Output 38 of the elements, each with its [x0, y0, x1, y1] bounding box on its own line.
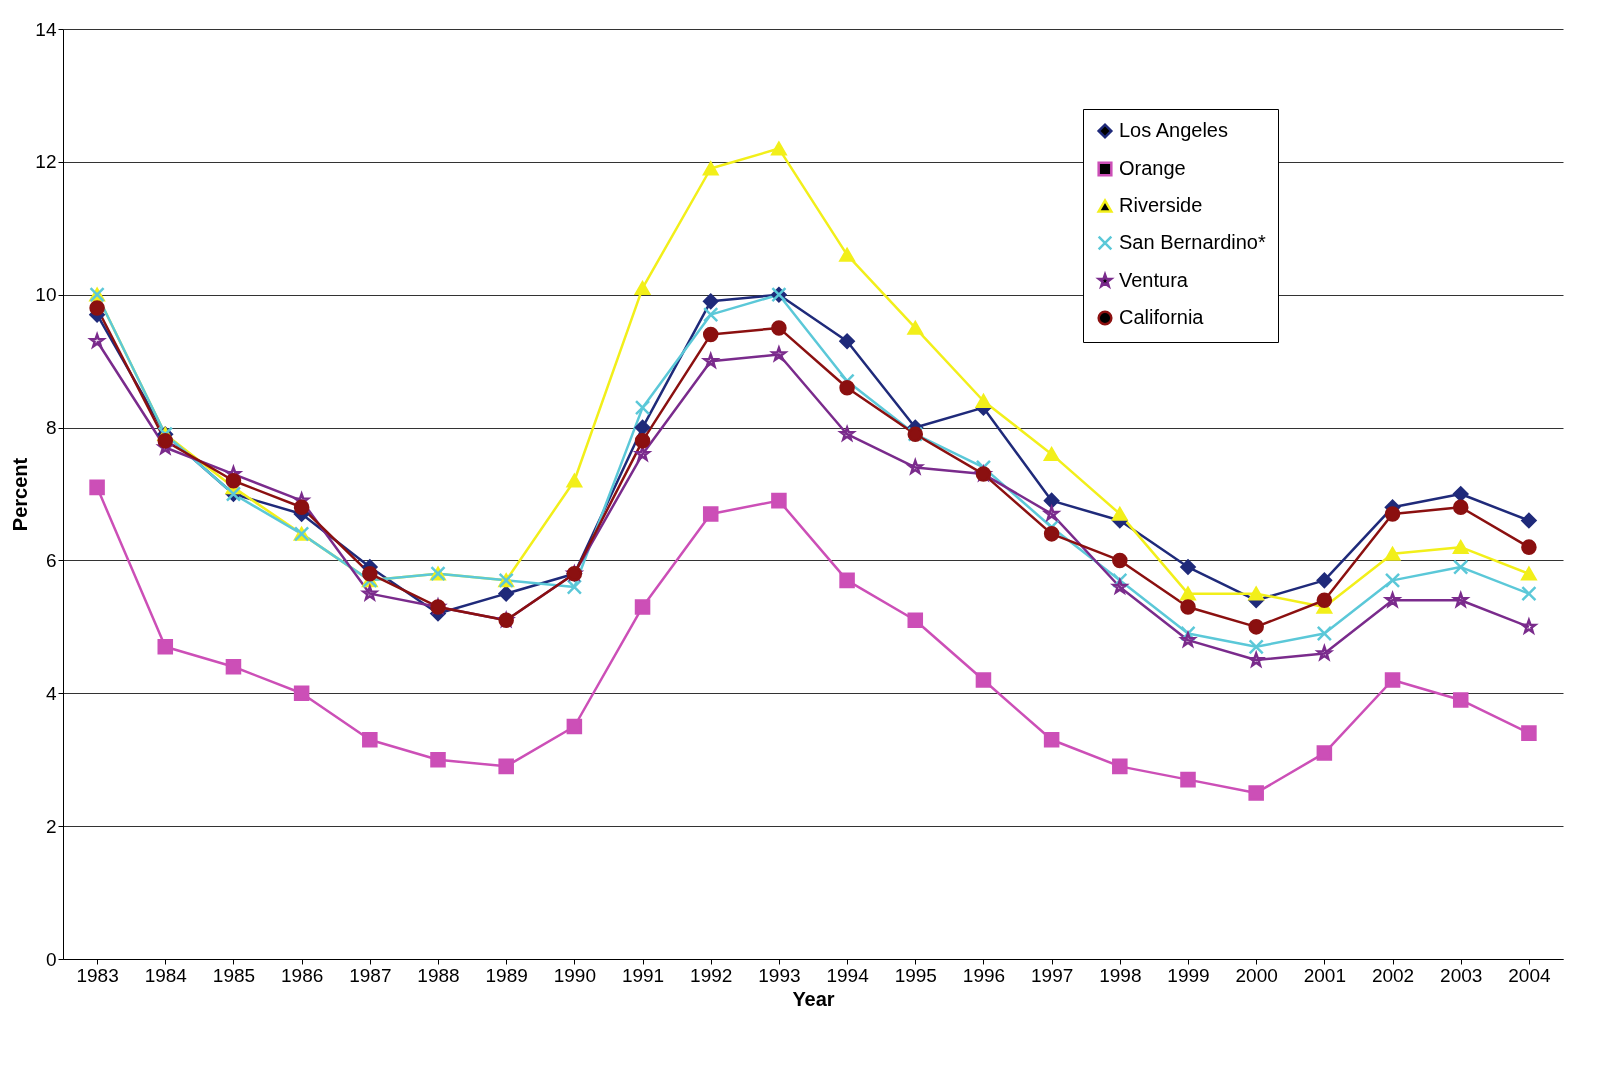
y-tick-label: 4 [45, 682, 57, 704]
y-tick-label: 2 [45, 815, 57, 837]
legend-label: Riverside [1119, 194, 1203, 216]
y-tick-label: 12 [35, 151, 57, 173]
x-tick-label: 2000 [1235, 964, 1278, 986]
x-tick-label: 1990 [553, 964, 596, 986]
x-tick-label: 1998 [1099, 964, 1142, 986]
x-tick-label: 2003 [1440, 964, 1483, 986]
x-tick-label: 1988 [417, 964, 460, 986]
x-tick-label: 1997 [1031, 964, 1074, 986]
y-tick-label: 10 [35, 284, 57, 306]
x-tick-label: 1992 [690, 964, 733, 986]
y-tick-label: 0 [45, 948, 57, 970]
x-tick-label: 2002 [1371, 964, 1415, 986]
x-axis-title: Year [792, 987, 835, 1010]
x-tick-label: 1984 [144, 964, 188, 986]
x-tick-label: 1986 [281, 964, 324, 986]
x-tick-label: 1989 [485, 964, 528, 986]
legend-label: San Bernardino* [1119, 231, 1266, 253]
x-tick-label: 1995 [894, 964, 937, 986]
y-axis-title: Percent [9, 457, 32, 532]
x-tick-label: 1996 [962, 964, 1006, 986]
y-tick-label: 8 [45, 417, 57, 439]
y-tick-label: 6 [45, 549, 57, 571]
x-tick-label: 1991 [621, 964, 665, 986]
legend-label: California [1119, 306, 1205, 328]
y-tick-label: 14 [35, 18, 57, 40]
legend-label: Ventura [1119, 269, 1189, 291]
legend-label: Los Angeles [1119, 119, 1228, 141]
x-tick-label: 1985 [212, 964, 256, 986]
x-tick-label: 1993 [758, 964, 801, 986]
x-tick-label: 2004 [1508, 964, 1551, 986]
x-tick-label: 1994 [826, 964, 870, 986]
legend-label: Orange [1119, 157, 1186, 179]
x-tick-label: 1999 [1167, 964, 1210, 986]
x-tick-label: 1987 [349, 964, 392, 986]
x-tick-label: 2001 [1303, 964, 1346, 986]
x-tick-label: 1983 [76, 964, 119, 986]
